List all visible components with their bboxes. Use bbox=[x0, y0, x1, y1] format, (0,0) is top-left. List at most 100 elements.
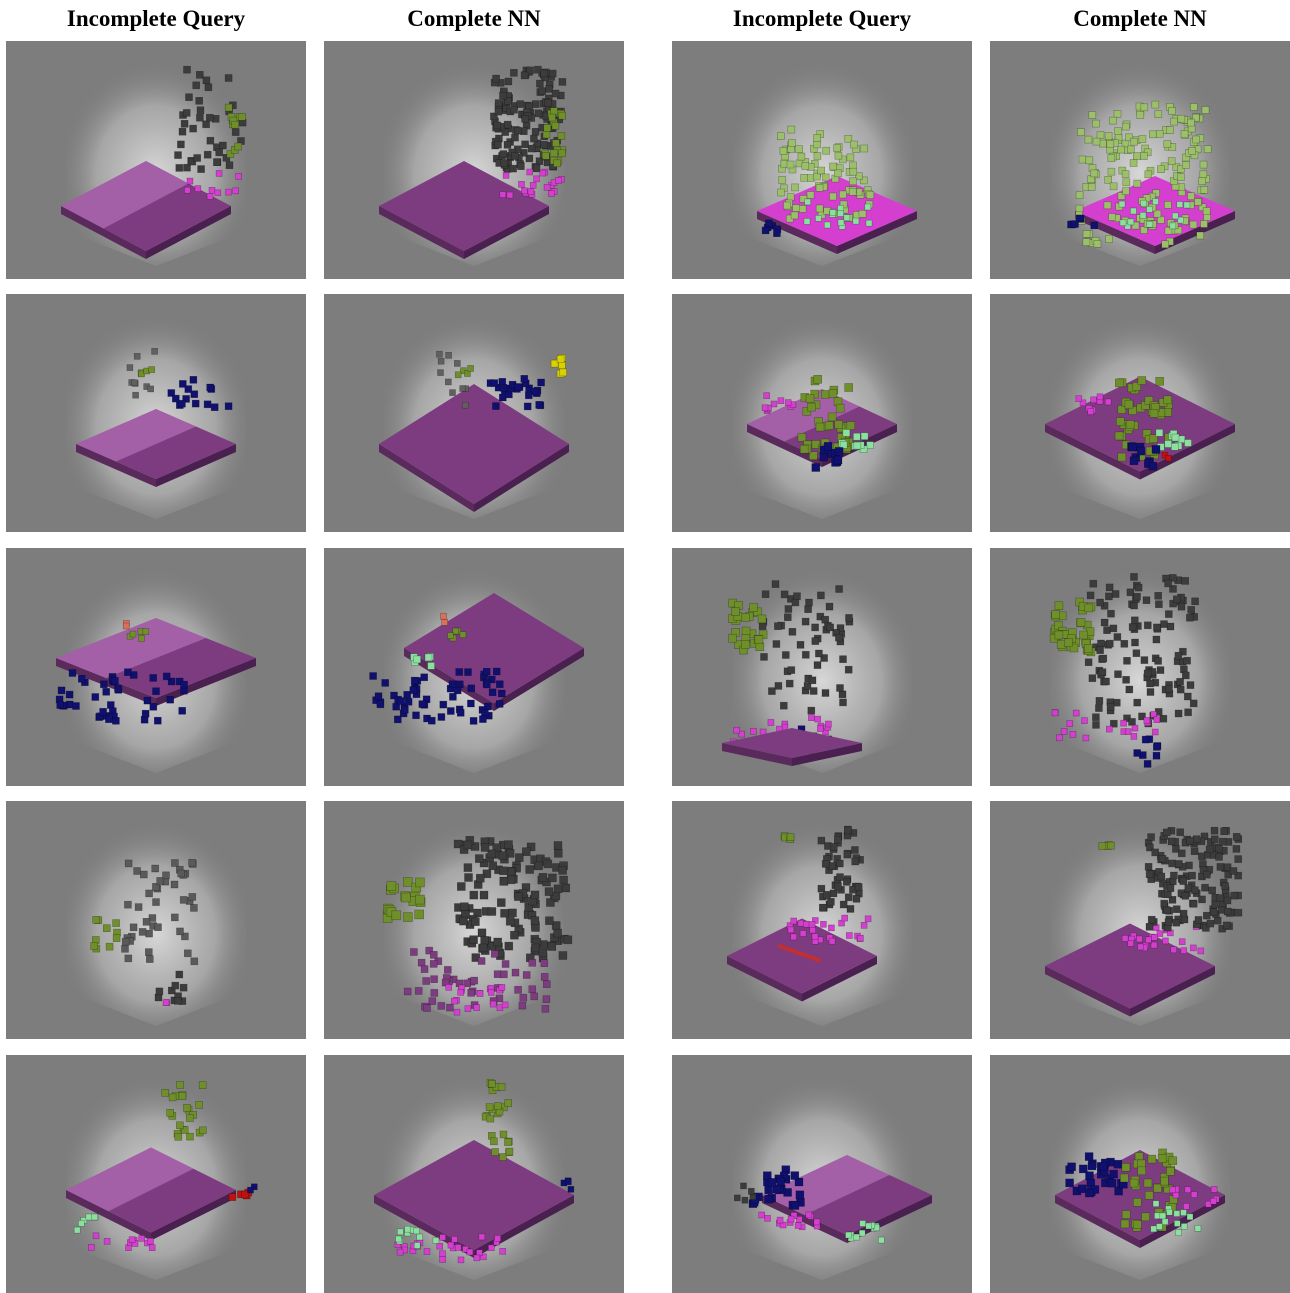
voxel-cluster bbox=[137, 366, 155, 378]
scene-panel-r1-c3 bbox=[672, 41, 972, 279]
voxel-cluster bbox=[440, 612, 448, 626]
voxel-cluster bbox=[247, 1183, 258, 1194]
voxel-cluster bbox=[1161, 451, 1172, 462]
voxel-render bbox=[66, 314, 246, 519]
voxel-cluster bbox=[447, 627, 467, 642]
floor-slab bbox=[762, 1155, 932, 1243]
voxel-render bbox=[374, 1075, 575, 1280]
voxel-cluster bbox=[121, 858, 199, 966]
voxel-scene-grid bbox=[0, 40, 1290, 1293]
voxel-render bbox=[1050, 61, 1235, 266]
voxel-cluster bbox=[1098, 841, 1115, 850]
voxel-cluster bbox=[1049, 597, 1096, 657]
voxel-cluster bbox=[1067, 214, 1098, 230]
voxel-cluster bbox=[126, 347, 158, 399]
voxel-cluster bbox=[126, 628, 150, 642]
voxel-cluster bbox=[486, 375, 545, 411]
floor-slab bbox=[379, 161, 549, 259]
scene-panel-r3-c4 bbox=[990, 548, 1290, 786]
voxel-render bbox=[66, 821, 246, 1026]
voxel-cluster bbox=[1150, 1200, 1202, 1236]
voxel-cluster bbox=[786, 914, 872, 945]
voxel-cluster bbox=[1118, 198, 1191, 230]
scene-panel-r2-c4 bbox=[990, 294, 1290, 532]
voxel-cluster bbox=[122, 620, 130, 630]
voxel-cluster bbox=[1051, 709, 1161, 742]
voxel-cluster bbox=[758, 580, 854, 715]
voxel-cluster bbox=[395, 1225, 440, 1249]
voxel-cluster bbox=[224, 103, 246, 158]
voxel-render bbox=[369, 568, 584, 773]
voxel-render bbox=[66, 1075, 258, 1280]
scene-panel-r2-c1 bbox=[6, 294, 306, 532]
voxel-cluster bbox=[55, 668, 188, 725]
voxel-cluster bbox=[817, 825, 864, 913]
voxel-cluster bbox=[1169, 1185, 1220, 1210]
voxel-cluster bbox=[761, 392, 797, 414]
voxel-cluster bbox=[777, 125, 875, 223]
voxel-render bbox=[722, 568, 912, 773]
scene-panel-r5-c3 bbox=[672, 1055, 972, 1293]
scene-panel-r1-c1 bbox=[6, 41, 306, 279]
voxel-render bbox=[727, 821, 912, 1026]
scene-panel-r3-c2 bbox=[324, 548, 624, 786]
column-header-complete-nn-2: Complete NN bbox=[1073, 6, 1207, 31]
voxel-cluster bbox=[1144, 826, 1243, 933]
voxel-render bbox=[379, 61, 567, 266]
voxel-cluster bbox=[382, 877, 426, 923]
column-headers: Incomplete Query Complete NN Incomplete … bbox=[0, 0, 1290, 40]
voxel-cluster bbox=[1155, 429, 1192, 451]
voxel-cluster bbox=[436, 350, 469, 409]
voxel-cluster bbox=[761, 219, 782, 237]
voxel-cluster bbox=[410, 653, 435, 670]
voxel-render bbox=[61, 61, 247, 266]
voxel-cluster bbox=[1084, 573, 1199, 729]
scene-panel-r5-c4 bbox=[990, 1055, 1290, 1293]
voxel-cluster bbox=[162, 999, 171, 1006]
floor-slab bbox=[722, 728, 862, 766]
voxel-cluster bbox=[174, 65, 247, 173]
voxel-render bbox=[1045, 821, 1243, 1026]
voxel-cluster bbox=[560, 1177, 575, 1193]
voxel-cluster bbox=[161, 1081, 207, 1141]
voxel-cluster bbox=[445, 984, 509, 1016]
voxel-cluster bbox=[453, 835, 573, 963]
voxel-render bbox=[1050, 1075, 1230, 1280]
voxel-render bbox=[732, 61, 917, 266]
scene-panel-r1-c2 bbox=[324, 41, 624, 279]
floor-slab bbox=[1045, 923, 1215, 1017]
scene-panel-r4-c2 bbox=[324, 801, 624, 1039]
voxel-render bbox=[382, 821, 573, 1026]
column-header-complete-nn-1: Complete NN bbox=[407, 6, 541, 31]
voxel-cluster bbox=[369, 667, 506, 725]
voxel-cluster bbox=[481, 1079, 514, 1161]
voxel-cluster bbox=[499, 168, 565, 199]
voxel-cluster bbox=[811, 442, 844, 472]
voxel-cluster bbox=[403, 946, 551, 1013]
voxel-cluster bbox=[838, 429, 874, 453]
voxel-render bbox=[379, 314, 569, 519]
floor-slab bbox=[76, 409, 236, 487]
scene-panel-r5-c1 bbox=[6, 1055, 306, 1293]
voxel-cluster bbox=[184, 170, 242, 200]
scene-panel-r4-c1 bbox=[6, 801, 306, 1039]
scene-panel-r3-c1 bbox=[6, 548, 306, 786]
voxel-cluster bbox=[167, 376, 233, 411]
floor-slab bbox=[66, 1147, 236, 1241]
voxel-cluster bbox=[758, 1211, 821, 1231]
voxel-cluster bbox=[88, 1232, 156, 1251]
voxel-render bbox=[732, 314, 912, 519]
floor-slab bbox=[379, 384, 569, 512]
voxel-cluster bbox=[1075, 393, 1112, 415]
scene-panel-r1-c4 bbox=[990, 41, 1290, 279]
voxel-render bbox=[732, 1075, 932, 1280]
column-header-incomplete-query-1: Incomplete Query bbox=[66, 6, 246, 31]
voxel-render bbox=[1049, 568, 1230, 773]
voxel-cluster bbox=[1133, 735, 1162, 768]
voxel-render bbox=[1045, 314, 1235, 519]
voxel-cluster bbox=[550, 354, 567, 378]
voxel-cluster bbox=[1127, 442, 1161, 471]
voxel-cluster bbox=[541, 107, 567, 168]
voxel-cluster bbox=[728, 598, 768, 655]
scene-panel-r4-c4 bbox=[990, 801, 1290, 1039]
